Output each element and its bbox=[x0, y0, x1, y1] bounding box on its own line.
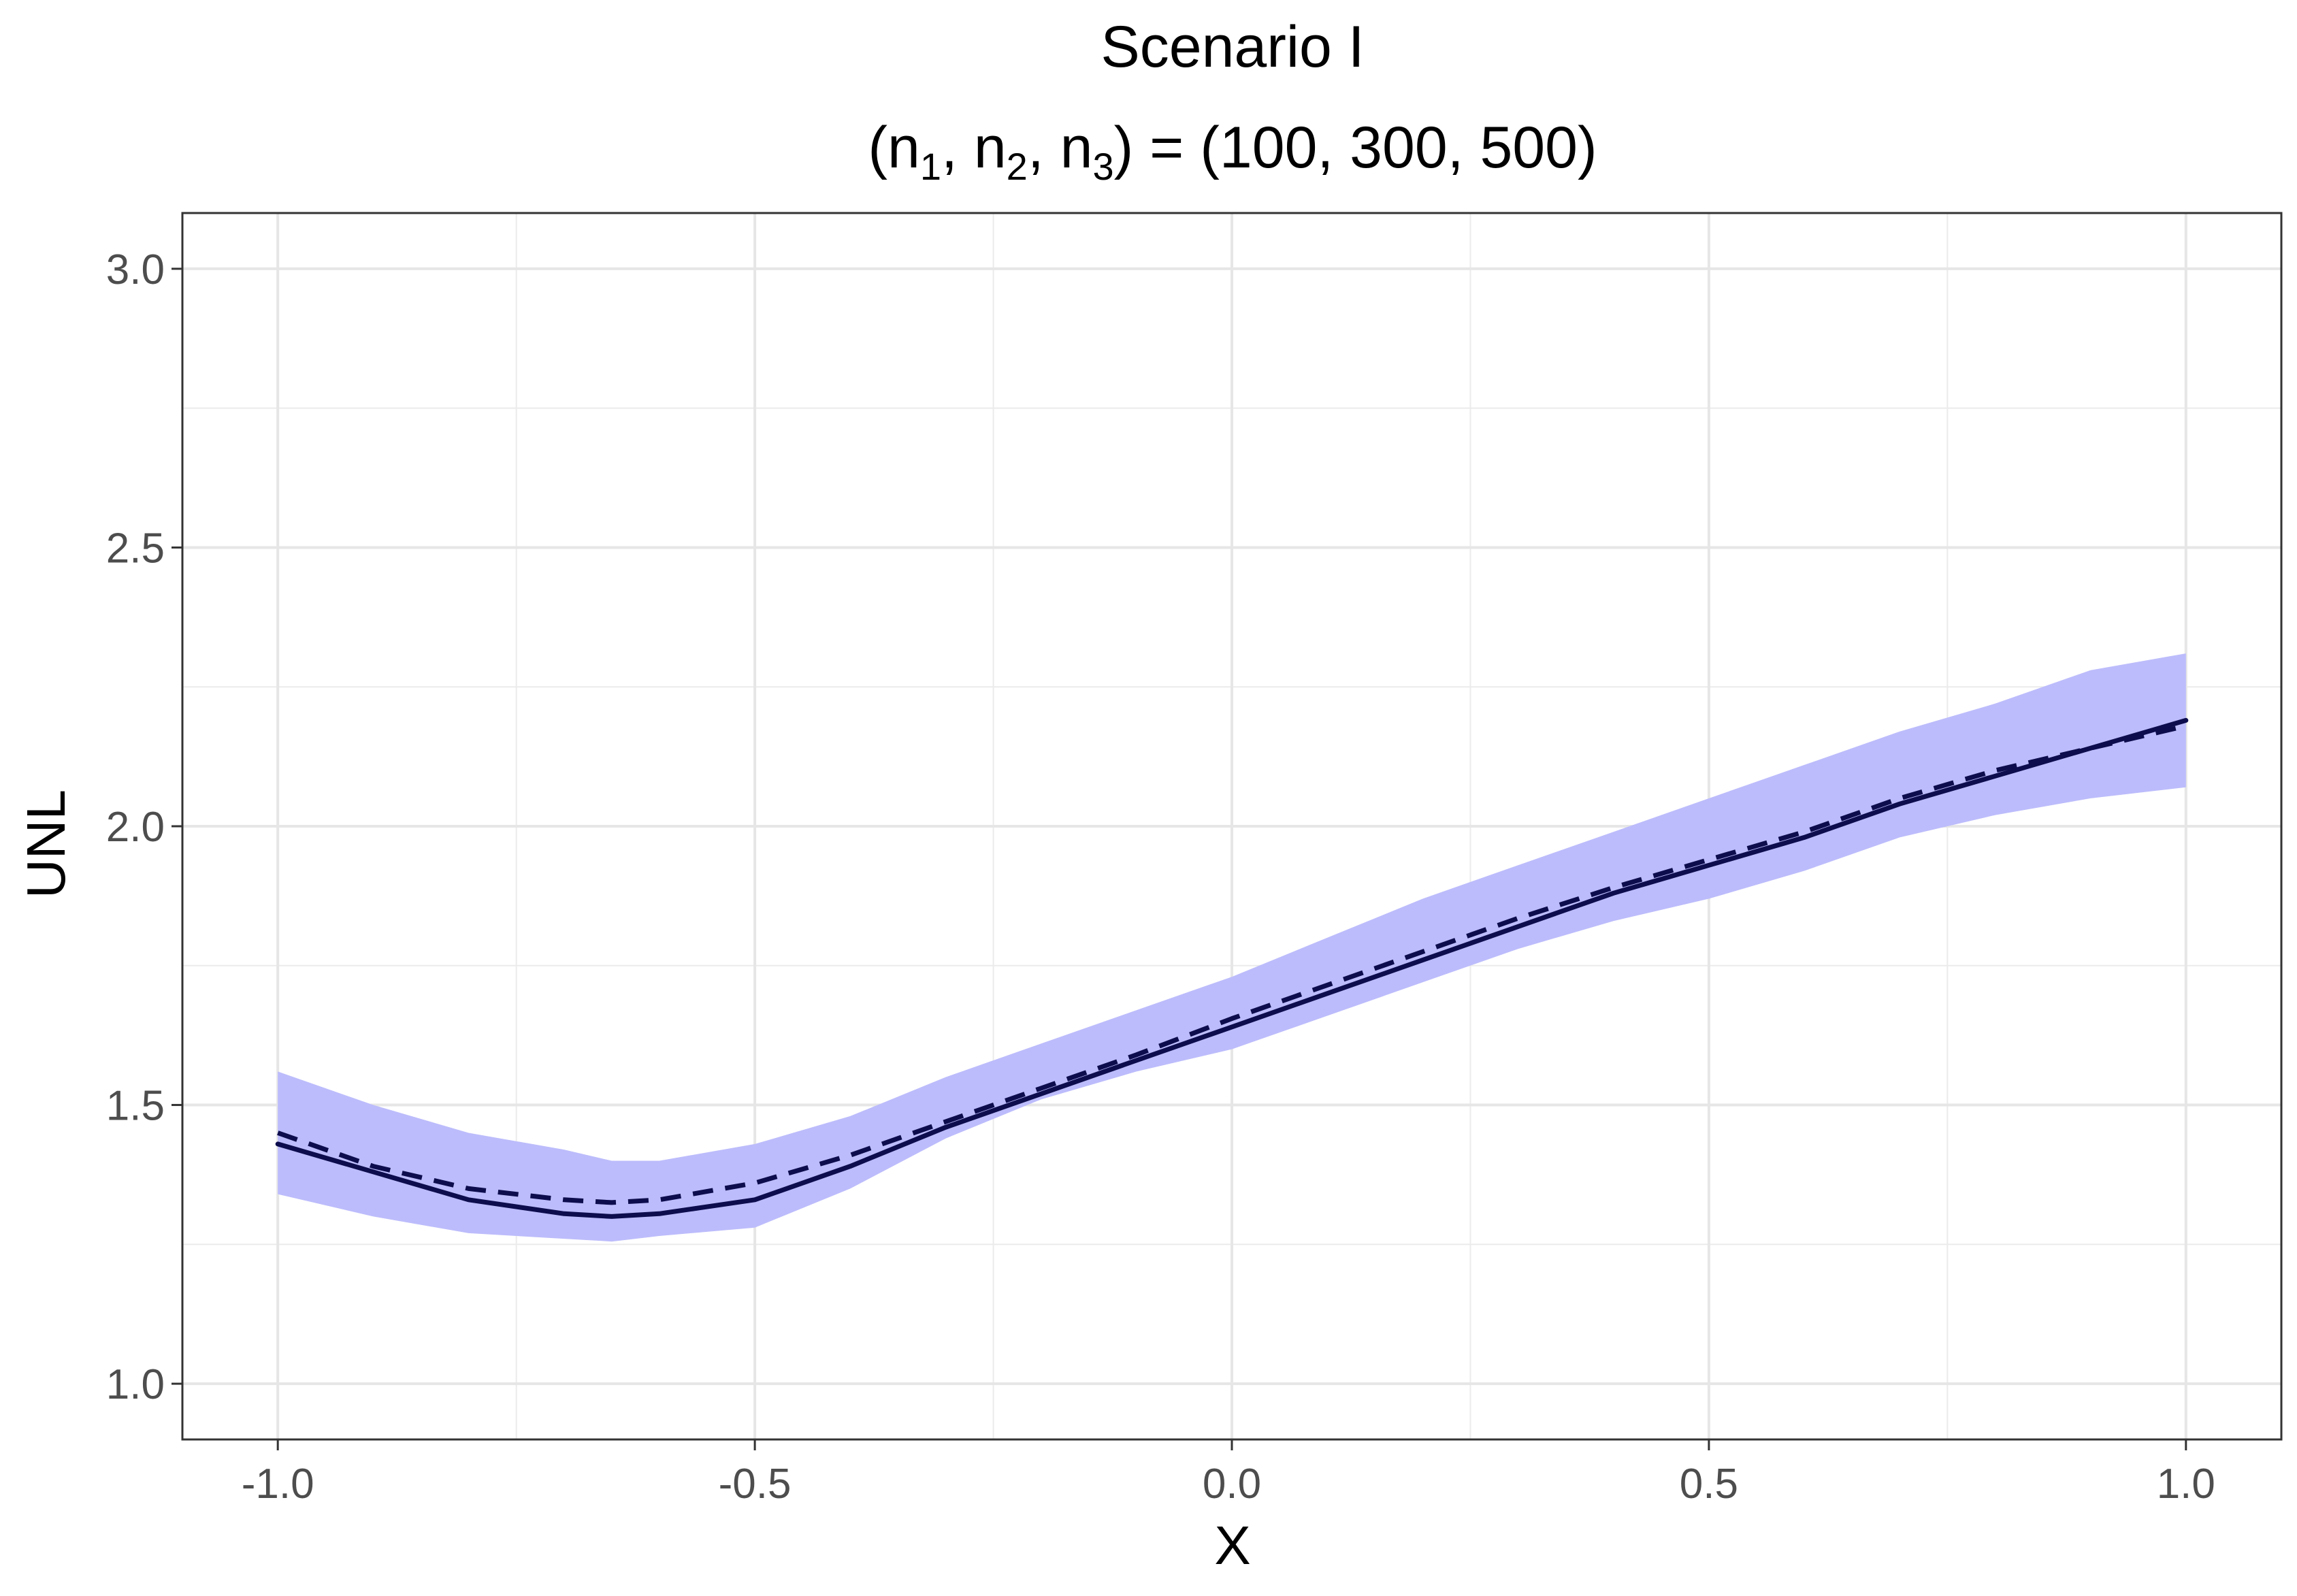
chart-subtitle: (n1, n2, n3) = (100, 300, 500) bbox=[868, 115, 1597, 188]
x-tick-label: 0.5 bbox=[1680, 1461, 1738, 1508]
y-axis-ticks: 1.0 1.5 2.0 2.5 3.0 bbox=[106, 246, 182, 1408]
y-axis-title: UNL bbox=[16, 789, 76, 898]
x-tick-label: 1.0 bbox=[2157, 1461, 2215, 1508]
x-tick-label: -1.0 bbox=[242, 1461, 314, 1508]
confidence-band bbox=[278, 653, 2186, 1242]
chart-title: Scenario I bbox=[1101, 14, 1364, 80]
y-tick-label: 2.0 bbox=[106, 804, 165, 851]
y-tick-label: 1.0 bbox=[106, 1361, 165, 1408]
x-axis-ticks: -1.0 -0.5 0.0 0.5 1.0 bbox=[242, 1439, 2215, 1508]
series-layer bbox=[275, 717, 2189, 1219]
y-tick-label: 2.5 bbox=[106, 525, 165, 572]
confidence-band-layer bbox=[278, 653, 2186, 1242]
x-axis-title: X bbox=[1214, 1515, 1250, 1576]
y-tick-label: 1.5 bbox=[106, 1083, 165, 1130]
major-gridlines bbox=[182, 213, 2281, 1439]
dashed-series-line bbox=[277, 723, 2187, 1205]
x-tick-label: -0.5 bbox=[719, 1461, 792, 1508]
solid-series-line bbox=[275, 717, 2189, 1219]
y-tick-label: 3.0 bbox=[106, 246, 165, 293]
x-tick-label: 0.0 bbox=[1203, 1461, 1261, 1508]
